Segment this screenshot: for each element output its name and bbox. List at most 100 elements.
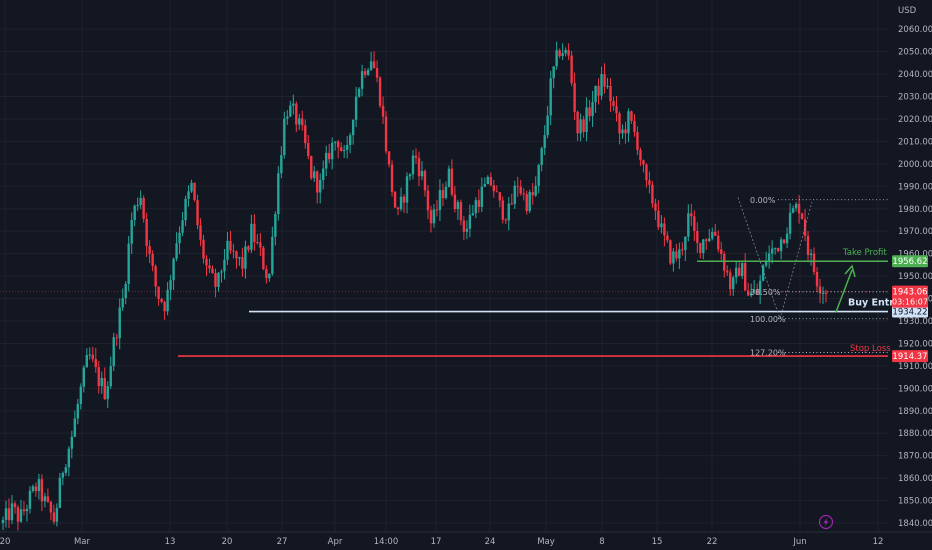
candle (600, 66, 603, 100)
svg-text:1914.37: 1914.37 (892, 352, 927, 362)
candle (648, 171, 651, 194)
candle (717, 230, 720, 253)
stop-loss-price-tag: 1914.37 (892, 350, 928, 363)
candle (561, 43, 564, 61)
take-profit-level[interactable]: Take Profit (697, 248, 888, 263)
candle (705, 238, 708, 250)
candle (749, 283, 753, 298)
candle (241, 247, 244, 277)
candle (112, 332, 115, 371)
price-axis[interactable]: USD 1840.00 1850.00 1860.00 1870.00 1880.00 1… (892, 0, 932, 550)
candle (301, 110, 304, 131)
candle (537, 163, 540, 194)
candle (199, 218, 202, 247)
fib-level: 0.00% (750, 196, 888, 205)
candle (97, 360, 100, 394)
lightning-icon[interactable] (818, 514, 834, 530)
candle (378, 76, 382, 109)
candle (16, 504, 20, 531)
candle (139, 190, 142, 210)
candle (597, 78, 600, 105)
candle (271, 226, 274, 276)
y-tick-label: 1890.00 (898, 407, 932, 417)
candle (755, 283, 759, 296)
candle (651, 180, 654, 208)
candle (360, 64, 364, 97)
candle (465, 220, 469, 240)
candle (61, 471, 65, 486)
candle (157, 286, 160, 306)
svg-text:1956.62: 1956.62 (892, 257, 927, 267)
candle (136, 197, 139, 211)
time-axis[interactable]: 20 Mar 13 20 27 Apr 14:00 17 24 May 8 15 22 Jun 12 (0, 531, 932, 550)
candle (504, 218, 507, 225)
candle (408, 173, 412, 181)
candle (342, 144, 346, 158)
candle (627, 108, 630, 143)
candle (316, 170, 319, 204)
candle (474, 197, 478, 219)
y-tick-label: 2030.00 (898, 93, 932, 103)
candle (166, 281, 169, 316)
candle (142, 195, 145, 223)
candle (603, 63, 606, 94)
candle (675, 243, 678, 262)
x-tick-label: 20 (0, 537, 10, 547)
candle (100, 371, 103, 394)
candle (372, 51, 376, 69)
candle (564, 47, 567, 57)
candle (387, 151, 391, 168)
candles (1, 41, 828, 531)
candle (307, 134, 310, 160)
candle (211, 265, 214, 274)
stop-loss-level[interactable]: Stop Loss (178, 344, 891, 357)
candle (133, 204, 136, 227)
candle (666, 231, 669, 243)
candle (420, 161, 424, 181)
candle (292, 94, 295, 115)
fibonacci-levels: 0.00% 38.50% 100.00% 127.20% (750, 196, 888, 357)
candle (453, 186, 457, 213)
fib-level: 38.50% (750, 288, 888, 297)
x-tick-label: 17 (431, 537, 442, 547)
candle (639, 147, 642, 167)
candle (438, 179, 442, 221)
candle (196, 194, 199, 230)
candle (495, 185, 498, 193)
y-tick-label: 2000.00 (898, 160, 932, 170)
candle (259, 233, 262, 257)
candle (591, 90, 594, 127)
candle (94, 347, 97, 373)
candle (268, 273, 271, 282)
candle (151, 250, 154, 272)
candle (399, 187, 403, 212)
candle (348, 132, 352, 154)
candle (286, 109, 289, 125)
candle (357, 87, 361, 98)
svg-text:03:16:07: 03:16:07 (892, 298, 928, 307)
candle (501, 196, 504, 224)
candle (447, 165, 451, 188)
candle (510, 193, 513, 205)
candle (714, 223, 717, 237)
candle (729, 269, 732, 296)
x-tick-label: 22 (707, 537, 718, 547)
candle (498, 191, 501, 208)
candle (669, 239, 672, 265)
candle (121, 288, 124, 311)
level-annotation: Buy Entry (848, 298, 901, 309)
buy-entry-level[interactable]: Buy Entry (249, 298, 901, 313)
candle (726, 265, 729, 277)
candle (758, 275, 762, 305)
fib-level-label: 127.20% (750, 348, 786, 357)
candle (684, 236, 687, 261)
candle (417, 151, 421, 187)
candle (130, 212, 133, 254)
candle (525, 190, 528, 215)
candle (540, 146, 543, 172)
candle (588, 99, 591, 122)
x-tick-label: 12 (873, 537, 884, 547)
candle (37, 473, 41, 500)
